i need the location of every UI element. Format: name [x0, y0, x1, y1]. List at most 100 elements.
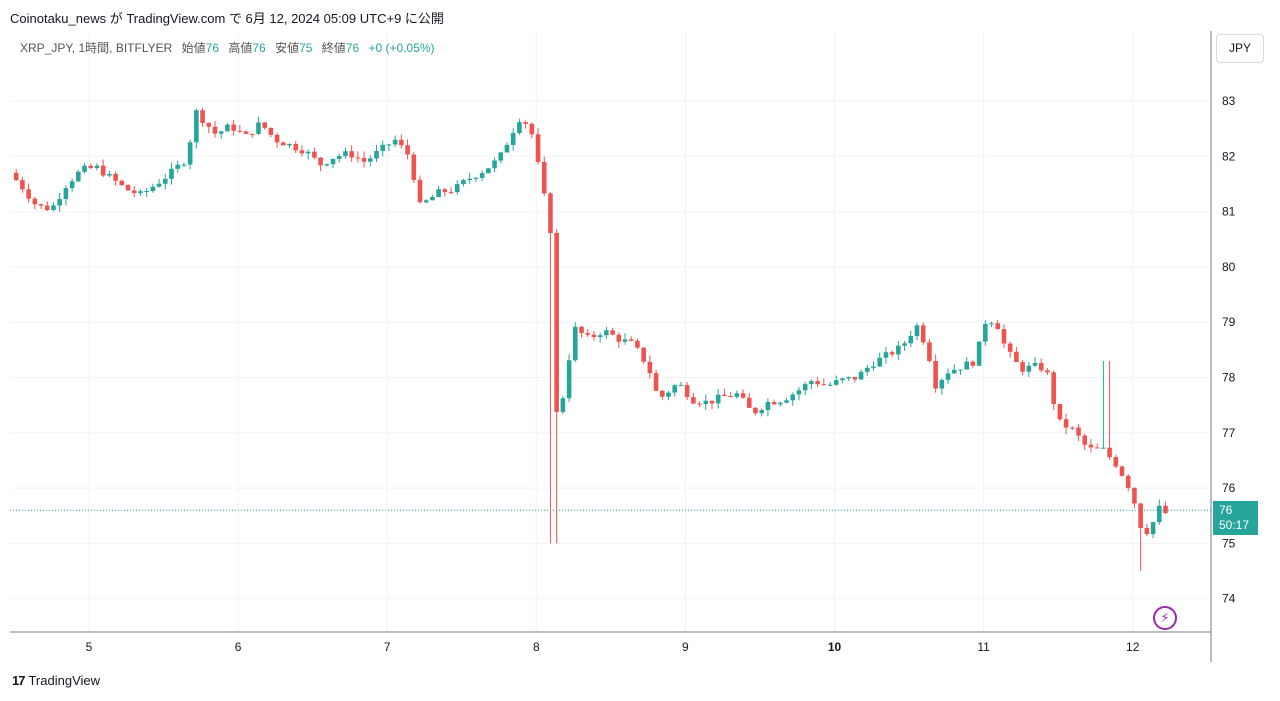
candle-body — [616, 334, 622, 342]
candle-body — [585, 332, 591, 335]
candle-body — [896, 345, 901, 355]
candle-body — [1007, 343, 1013, 352]
candle-body — [281, 142, 286, 146]
candle-body — [318, 157, 323, 166]
time-tick-label: 11 — [977, 640, 990, 654]
publish-info: Coinotaku_news が TradingView.com で 6月 12… — [10, 11, 444, 26]
candle-body — [51, 205, 56, 211]
candle-body — [1001, 329, 1007, 344]
candle-body — [57, 199, 62, 206]
candle-body — [914, 325, 920, 336]
candle-body — [1125, 475, 1131, 488]
candle-body — [399, 139, 404, 146]
candle-body — [1094, 447, 1100, 449]
candle-body — [1101, 447, 1106, 449]
candle-body — [231, 124, 236, 131]
close-value: 76 — [345, 41, 360, 55]
footer-branding[interactable]: 17 TradingView — [12, 673, 100, 688]
candle-body — [790, 394, 796, 401]
time-tick-label: 5 — [86, 640, 93, 654]
price-axis: 74 75 76 77 78 79 80 81 82 83 — [1222, 94, 1236, 606]
candle-body — [1156, 505, 1162, 523]
candle-body — [274, 134, 280, 143]
candle-body — [796, 390, 802, 395]
price-tick-label: 78 — [1222, 371, 1236, 385]
candle-body — [1026, 365, 1032, 372]
time-tick-label: 10 — [828, 640, 842, 654]
candle-body — [498, 152, 504, 161]
time-axis: 5 6 7 8 9 10 11 12 — [86, 640, 1140, 654]
candle-body — [1032, 362, 1038, 366]
candle-body — [1057, 403, 1063, 420]
candle-body — [411, 154, 417, 180]
candle-body — [740, 393, 746, 398]
candle-body — [156, 183, 162, 187]
candle-body — [902, 343, 907, 346]
candle-body — [113, 173, 118, 181]
candle-body — [442, 189, 448, 193]
candle-body — [1076, 427, 1081, 436]
candle-body — [249, 133, 255, 135]
candle-body — [703, 400, 709, 405]
candle-body — [243, 131, 249, 134]
lightning-bolt-icon[interactable]: ⚡ — [1153, 606, 1177, 630]
candle-body — [119, 180, 125, 185]
candle-body — [604, 330, 609, 336]
candle-body — [1020, 362, 1025, 372]
candle-body — [933, 361, 938, 389]
candle-body — [554, 232, 559, 412]
candle-body — [100, 165, 106, 176]
candle-body — [430, 196, 435, 201]
candle-body — [1082, 435, 1088, 445]
candle-body — [94, 165, 100, 169]
open-value: 76 — [205, 41, 219, 55]
candle-body — [846, 377, 851, 379]
candle-body — [927, 342, 932, 362]
candle-body — [821, 384, 827, 386]
candle-body — [597, 335, 603, 338]
candle-body — [20, 180, 25, 190]
candle-body — [697, 403, 702, 405]
candle-body — [218, 131, 224, 134]
candle-body — [1051, 372, 1056, 404]
last-price-tag: 76 50:17 — [1213, 501, 1258, 535]
candle-body — [237, 130, 243, 132]
candle-body — [802, 384, 808, 391]
time-tick-label: 9 — [682, 640, 689, 654]
high-value: 76 — [252, 41, 266, 55]
candle-body — [877, 357, 883, 367]
candle-body — [871, 366, 876, 368]
candle-body — [26, 189, 31, 199]
candle-body — [63, 188, 69, 200]
candle-body — [970, 361, 976, 366]
candle-body — [1163, 505, 1168, 513]
currency-button[interactable]: JPY — [1216, 34, 1264, 63]
candle-body — [983, 323, 988, 342]
symbol-label[interactable]: XRP_JPY, 1時間, BITFLYER — [20, 41, 173, 55]
candle-body — [579, 326, 584, 333]
candle-body — [672, 385, 678, 393]
candle-body — [293, 144, 299, 151]
time-tick-label: 8 — [533, 640, 540, 654]
candle-body — [330, 158, 336, 165]
candle-body — [709, 400, 715, 404]
candle-body — [448, 192, 454, 194]
candle-body — [13, 172, 19, 181]
candle-body — [715, 394, 721, 404]
candle-body — [187, 142, 193, 165]
candle-body — [734, 393, 740, 397]
bar-countdown: 50:17 — [1219, 518, 1250, 532]
low-label: 安値 — [275, 41, 300, 55]
price-tick-label: 82 — [1222, 149, 1236, 163]
candle-body — [386, 144, 392, 146]
candle-body — [529, 123, 535, 135]
candle-body — [405, 145, 410, 155]
candle-body — [374, 150, 379, 159]
low-value: 75 — [299, 41, 313, 55]
candle-body — [392, 139, 398, 145]
candle-body — [809, 381, 814, 385]
candle-body — [150, 186, 156, 191]
candle-body — [305, 151, 311, 154]
candle-body — [659, 390, 665, 397]
